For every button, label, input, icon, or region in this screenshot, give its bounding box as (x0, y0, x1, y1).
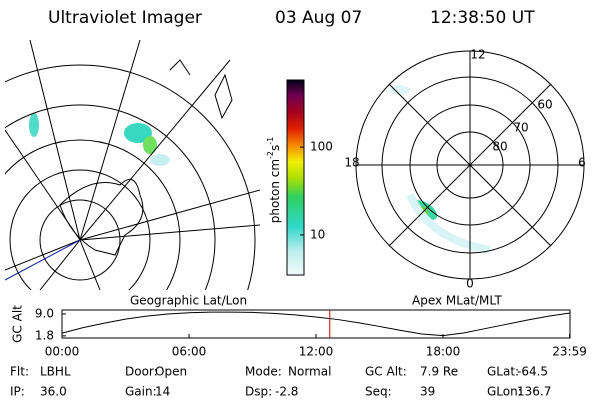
unit-exp: -1 (266, 137, 275, 145)
ring-label: 80 (492, 140, 507, 154)
mlt-label: 12 (470, 48, 485, 62)
info-label: IP: (10, 385, 25, 399)
instrument: Ultraviolet Imager (48, 8, 202, 28)
mlt-label: 18 (344, 156, 359, 170)
unit-exp: -2 (266, 151, 275, 159)
colorbar-tick-label: 10 (310, 227, 325, 241)
info-value: 39 (420, 385, 435, 399)
info-value: Open (155, 365, 187, 379)
info-label: Dsp: (245, 385, 272, 399)
info-value: -64.5 (517, 365, 548, 379)
map-label: Geographic Lat/Lon (130, 294, 247, 308)
alt-line (61, 311, 571, 337)
colorbar-unit: photon cm-2s-1 (266, 137, 282, 224)
info-label: GLat: (487, 365, 519, 379)
x-tick-label: 18:00 (426, 345, 461, 359)
colorbar-tick-label: 100 (310, 140, 333, 154)
unit-text: photon cm (268, 159, 282, 223)
mlt-label: 0 (466, 277, 474, 291)
mlt-label: 6 (578, 156, 586, 170)
alt-plot-frame (61, 309, 571, 339)
info-label: Door: (125, 365, 158, 379)
info-label: Mode: (245, 365, 282, 379)
ring-label: 70 (513, 121, 528, 135)
info-label: GLon: (487, 385, 522, 399)
geo-map (5, 40, 260, 290)
info-value: 136.7 (517, 385, 551, 399)
x-tick-label: 00:00 (45, 345, 80, 359)
info-value: LBHL (40, 365, 71, 379)
info-label: Gain: (125, 385, 157, 399)
y-tick-label: 9.0 (35, 306, 54, 320)
y-tick-label: 1.8 (35, 328, 54, 342)
info-value: -2.8 (275, 385, 298, 399)
date: 03 Aug 07 (275, 8, 362, 28)
info-label: Flt: (10, 365, 29, 379)
y-axis-label: GC Alt (11, 305, 25, 343)
time: 12:38:50 UT (430, 8, 535, 28)
info-value: 36.0 (40, 385, 67, 399)
x-tick-label: 12:00 (299, 345, 334, 359)
info-value: 14 (155, 385, 170, 399)
ring-label: 60 (537, 98, 552, 112)
colorbar (286, 79, 305, 276)
polar-label: Apex MLat/MLT (412, 294, 502, 308)
info-label: GC Alt: (365, 365, 407, 379)
polar-plot: 12 18 6 0 60 70 80 (344, 48, 585, 291)
info-value: Normal (288, 365, 331, 379)
info-label: Seq: (365, 385, 392, 399)
unit-text: s (268, 145, 282, 151)
info-value: 7.9 Re (420, 365, 458, 379)
x-tick-label: 06:00 (172, 345, 207, 359)
x-tick-label: 23:59 (552, 345, 587, 359)
